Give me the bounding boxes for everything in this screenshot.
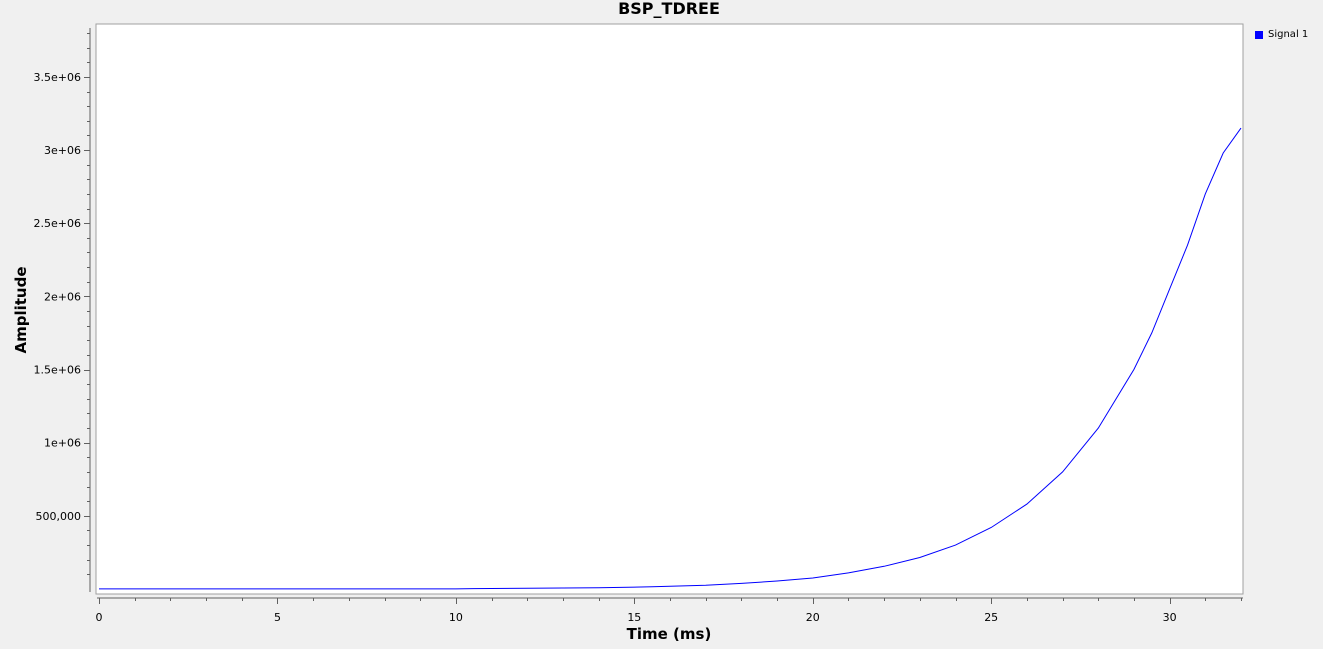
chart-title: BSP_TDREE	[618, 0, 720, 18]
y-tick-label: 2.5e+06	[34, 217, 81, 230]
y-tick-label: 1e+06	[44, 437, 81, 450]
legend-label: Signal 1	[1268, 29, 1308, 40]
legend: Signal 1	[1255, 29, 1308, 40]
x-tick-label: 5	[274, 611, 281, 624]
x-axis-title: Time (ms)	[627, 625, 712, 643]
y-tick-label: 1.5e+06	[34, 364, 81, 377]
y-tick-label: 3.5e+06	[34, 71, 81, 84]
y-tick-label: 3e+06	[44, 144, 81, 157]
x-axis: 0 5 10 15 20 25 30	[96, 598, 1244, 624]
x-tick-label: 10	[449, 611, 463, 624]
y-tick-label: 500,000	[36, 510, 82, 523]
x-tick-label: 15	[627, 611, 641, 624]
plot-area	[96, 24, 1243, 594]
x-tick-label: 20	[806, 611, 820, 624]
y-axis: 500,000 1e+06 1.5e+06 2e+06 2.5e+06 3e+06 3.5e…	[34, 28, 90, 592]
x-tick-label: 25	[984, 611, 998, 624]
y-tick-label: 2e+06	[44, 290, 81, 303]
x-tick-label: 0	[96, 611, 103, 624]
legend-swatch	[1255, 31, 1263, 39]
x-tick-label: 30	[1163, 611, 1177, 624]
y-axis-title: Amplitude	[12, 266, 30, 353]
